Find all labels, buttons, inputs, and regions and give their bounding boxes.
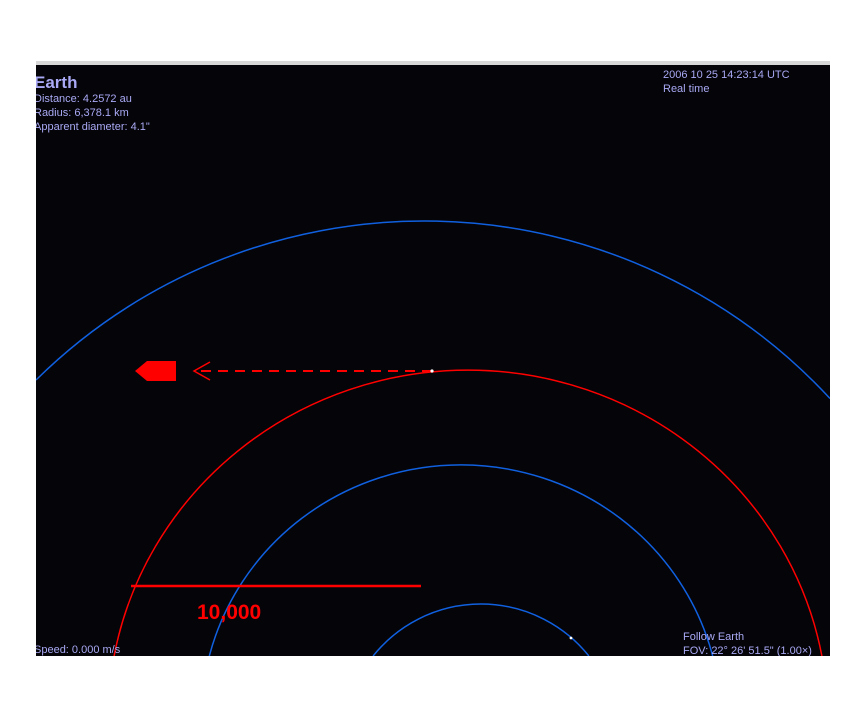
spacecraft-arrow-icon[interactable] [135,361,176,381]
fov-readout: FOV: 22° 26' 51.5" (1.00×) [683,645,812,656]
object-info: Earth Distance: 4.2572 au Radius: 6,378.… [36,73,150,134]
inner-blue-orbit [372,603,590,656]
object-radius: Radius: 6,378.1 km [36,107,129,119]
moon-marker[interactable] [569,636,573,640]
direction-arrowhead [192,361,211,381]
window-top-border [36,61,830,65]
view-info: Follow Earth FOV: 22° 26' 51.5" (1.00×) [683,630,812,656]
middle-blue-orbit [208,464,714,656]
scale-bar-label: 10,000 [197,601,262,624]
orbit-canvas [36,220,830,656]
object-distance: Distance: 4.2572 au [36,93,132,105]
datetime: 2006 10 25 14:23:14 UTC [663,69,790,81]
outer-blue-orbit [36,220,830,400]
earth-marker[interactable] [430,369,434,373]
time-rate: Real time [663,83,710,95]
speed-readout: Speed: 0.000 m/s [36,644,121,656]
object-apparent-diameter: Apparent diameter: 4.1" [36,121,150,133]
red-orbit [113,369,823,656]
space-viewport[interactable]: 10,000 Earth Distance: 4.2572 au Radius:… [36,65,830,656]
follow-status: Follow Earth [683,631,745,643]
time-info: 2006 10 25 14:23:14 UTC Real time [663,68,790,96]
object-name: Earth [36,73,78,92]
